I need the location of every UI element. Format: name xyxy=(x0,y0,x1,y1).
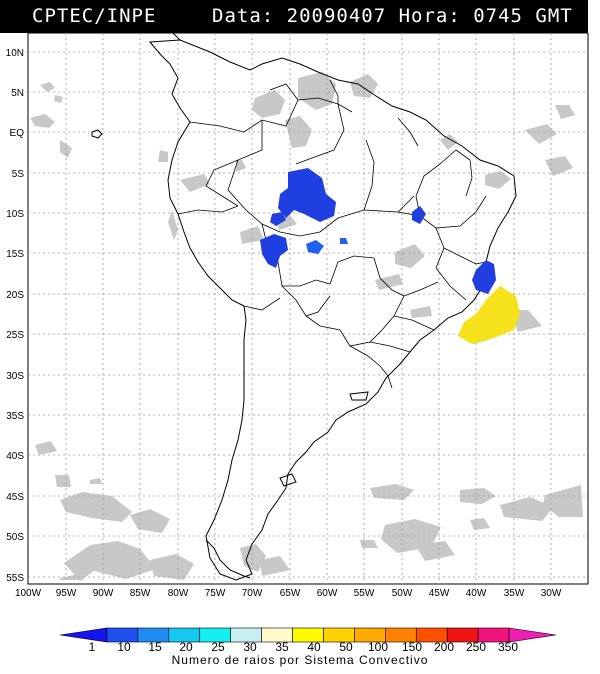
map-svg: 10N 5N EQ 5S 10S 15S 20S 25S 30S 35S 40S… xyxy=(6,29,589,643)
convective-systems xyxy=(260,168,520,344)
lat-label: 10S xyxy=(6,209,24,220)
lightning-cluster-blue xyxy=(472,260,496,294)
lon-label: 75W xyxy=(205,588,226,599)
lat-label: 55S xyxy=(6,573,24,584)
color-scale-segment xyxy=(508,627,557,643)
lightning-cluster-blue xyxy=(270,212,286,226)
lat-label: 10N xyxy=(6,48,24,59)
legend-value: 100 xyxy=(367,640,389,654)
legend-caption: Numero de raios por Sistema Convectivo xyxy=(171,653,429,667)
lon-label: 65W xyxy=(280,588,301,599)
legend-value: 200 xyxy=(433,640,455,654)
lat-label: 5N xyxy=(11,88,24,99)
lightning-cluster-blue xyxy=(412,206,426,224)
organization-label: CPTEC/INPE xyxy=(32,5,157,27)
legend-value: 50 xyxy=(339,640,353,654)
lon-label: 40W xyxy=(466,588,487,599)
lat-label: 25S xyxy=(6,330,24,341)
country-borders xyxy=(177,79,487,389)
lightning-cluster-yellow xyxy=(458,286,520,344)
map-panel[interactable]: 10N 5N EQ 5S 10S 15S 20S 25S 30S 35S 40S… xyxy=(0,29,600,670)
lon-label: 55W xyxy=(354,588,375,599)
lat-label: 45S xyxy=(6,492,24,503)
legend-value: 1 xyxy=(88,640,96,654)
lon-label: 30W xyxy=(541,588,562,599)
lat-label: 15S xyxy=(6,249,24,260)
legend-values: 1 10 15 20 25 30 35 40 50 100 150 200 25… xyxy=(0,640,600,654)
lon-label: 100W xyxy=(15,588,42,599)
lat-label: 35S xyxy=(6,411,24,422)
coastline xyxy=(91,29,517,581)
lon-label: 95W xyxy=(56,588,77,599)
lon-label: 60W xyxy=(317,588,338,599)
lon-label: 35W xyxy=(504,588,525,599)
legend-value: 150 xyxy=(401,640,423,654)
color-scale-bar xyxy=(59,627,557,643)
lightning-cluster-blue xyxy=(260,234,288,268)
legend-value: 20 xyxy=(179,640,193,654)
lat-label: 50S xyxy=(6,532,24,543)
legend-value: 40 xyxy=(307,640,321,654)
lat-label: EQ xyxy=(10,128,25,139)
lat-labels: 10N 5N EQ 5S 10S 15S 20S 25S 30S 35S 40S… xyxy=(6,48,25,584)
lon-label: 70W xyxy=(242,588,263,599)
legend-value: 250 xyxy=(465,640,487,654)
legend-value: 350 xyxy=(497,640,519,654)
lon-label: 50W xyxy=(392,588,413,599)
lon-labels: 100W 95W 90W 85W 80W 75W 70W 65W 60W 55W… xyxy=(15,588,562,599)
lon-label: 85W xyxy=(130,588,151,599)
lat-label: 40S xyxy=(6,451,24,462)
lat-label: 5S xyxy=(12,169,25,180)
lightning-cluster-blue xyxy=(306,240,324,254)
legend-value: 15 xyxy=(148,640,162,654)
date-time-label: Data: 20090407 Hora: 0745 GMT xyxy=(212,5,573,27)
lat-label: 20S xyxy=(6,290,24,301)
lon-label: 80W xyxy=(168,588,189,599)
legend-value: 35 xyxy=(275,640,289,654)
lightning-cluster-blue xyxy=(340,238,348,244)
lightning-cluster-blue xyxy=(278,168,336,222)
lon-label: 45W xyxy=(429,588,450,599)
legend-value: 30 xyxy=(243,640,257,654)
lat-label: 30S xyxy=(6,371,24,382)
legend-value: 10 xyxy=(117,640,131,654)
lon-label: 90W xyxy=(93,588,114,599)
title-bar: CPTEC/INPE Data: 20090407 Hora: 0745 GMT xyxy=(0,0,588,33)
legend-value: 25 xyxy=(211,640,225,654)
